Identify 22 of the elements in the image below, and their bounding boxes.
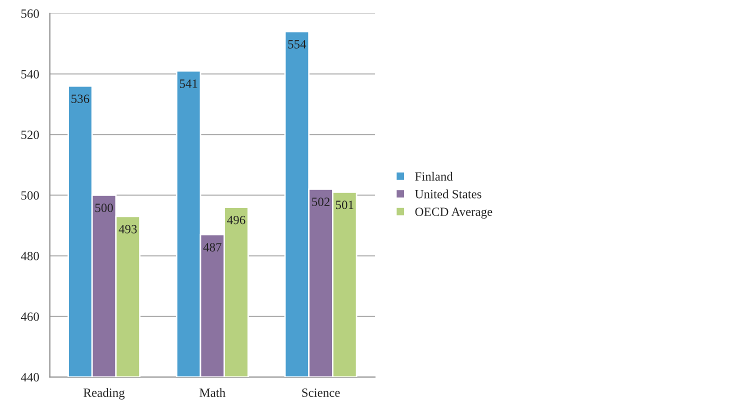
legend-label: Finland [415,172,453,181]
y-tick-label: 540 [21,70,39,78]
y-tick-label: 520 [21,130,39,140]
y-tick-label: 440 [20,373,39,382]
data-label: 500 [95,204,113,212]
data-label: 554 [288,40,306,48]
y-tick-label: 460 [20,312,39,321]
data-label: 501 [336,200,354,210]
data-label: 536 [72,94,90,104]
data-label: 496 [227,216,246,224]
y-tick-label: 480 [20,252,39,260]
legend-label: OECD Average [415,208,492,219]
y-tick-label: 560 [21,9,39,18]
legend-label: United States [414,190,482,198]
x-tick-label: Math [200,388,226,397]
data-label: 541 [180,79,198,88]
y-tick-label: 500 [21,191,39,200]
data-label: 487 [203,243,222,252]
data-label: 493 [118,224,137,234]
data-label: 502 [312,198,330,206]
x-tick-label: Science [302,388,340,397]
x-tick-label: Reading [84,388,125,400]
